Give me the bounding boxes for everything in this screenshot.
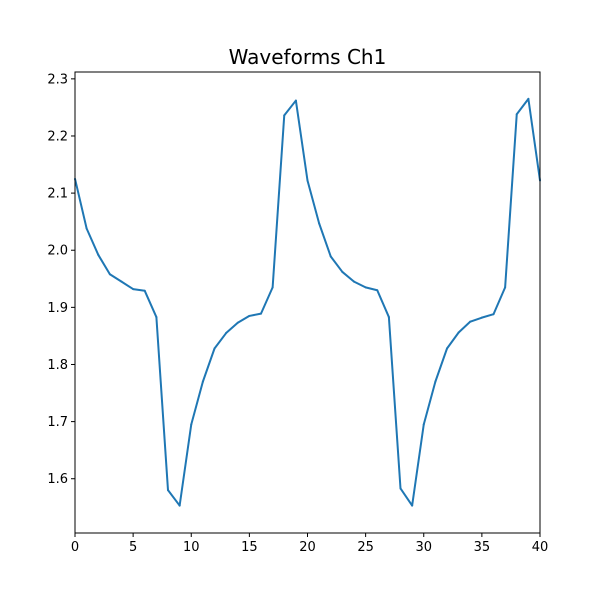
data-point [329, 255, 332, 258]
data-point [341, 270, 344, 273]
data-point [446, 347, 448, 350]
data-point [376, 289, 379, 292]
data-point [422, 423, 425, 426]
data-point [97, 253, 100, 256]
y-tick-label: 1.8 [47, 358, 68, 373]
data-point [260, 312, 262, 315]
x-tick-label: 35 [474, 540, 491, 555]
y-tick-label: 2.0 [47, 244, 68, 259]
y-tick-label: 1.7 [47, 415, 68, 430]
x-tick-label: 10 [183, 540, 200, 555]
x-tick-label: 5 [129, 540, 137, 555]
y-tick-label: 1.6 [47, 472, 68, 487]
data-point [178, 504, 181, 507]
data-point [492, 313, 495, 316]
series-layer [74, 97, 541, 507]
data-point [364, 286, 367, 289]
data-point [469, 320, 472, 323]
data-point [480, 316, 483, 319]
x-tick-label: 40 [532, 540, 549, 555]
data-point [387, 316, 390, 319]
data-point [120, 280, 123, 283]
plot-frame [74, 71, 541, 534]
data-point [457, 331, 460, 334]
data-point [190, 423, 193, 426]
x-tick-label: 25 [357, 540, 374, 555]
x-tick-label: 0 [71, 540, 79, 555]
data-point [527, 97, 530, 100]
data-point [283, 114, 286, 117]
data-point [353, 280, 355, 283]
data-point [306, 179, 309, 182]
y-tick-label: 2.1 [47, 187, 68, 202]
data-point [85, 227, 88, 230]
y-tick-label: 2.2 [47, 129, 68, 144]
data-point [294, 99, 297, 102]
data-point [143, 289, 146, 292]
x-tick-label: 30 [415, 540, 432, 555]
y-tick-label: 1.9 [47, 301, 68, 316]
data-point [213, 347, 216, 350]
data-point [155, 316, 158, 319]
data-point [108, 273, 111, 276]
data-point [236, 321, 239, 324]
y-tick-label: 2.3 [47, 72, 68, 87]
data-point [225, 332, 228, 335]
data-point [504, 286, 507, 289]
data-point [167, 489, 169, 492]
data-point [132, 288, 135, 291]
data-point [271, 286, 274, 289]
plot-area [75, 72, 540, 533]
data-point [515, 113, 518, 116]
data-point [434, 380, 437, 383]
chart-title: Waveforms Ch1 [229, 45, 387, 69]
data-point [411, 504, 414, 507]
ticks-layer: 0 5 10 15 20 25 30 35 40 1.6 1.7 1.8 1.9 2.0 2.1 2.2 2.3 [47, 72, 548, 555]
data-point [248, 314, 251, 317]
x-tick-label: 20 [299, 540, 316, 555]
data-point [201, 380, 204, 383]
data-point [399, 487, 402, 490]
data-point [318, 222, 321, 225]
x-tick-label: 15 [241, 540, 258, 555]
